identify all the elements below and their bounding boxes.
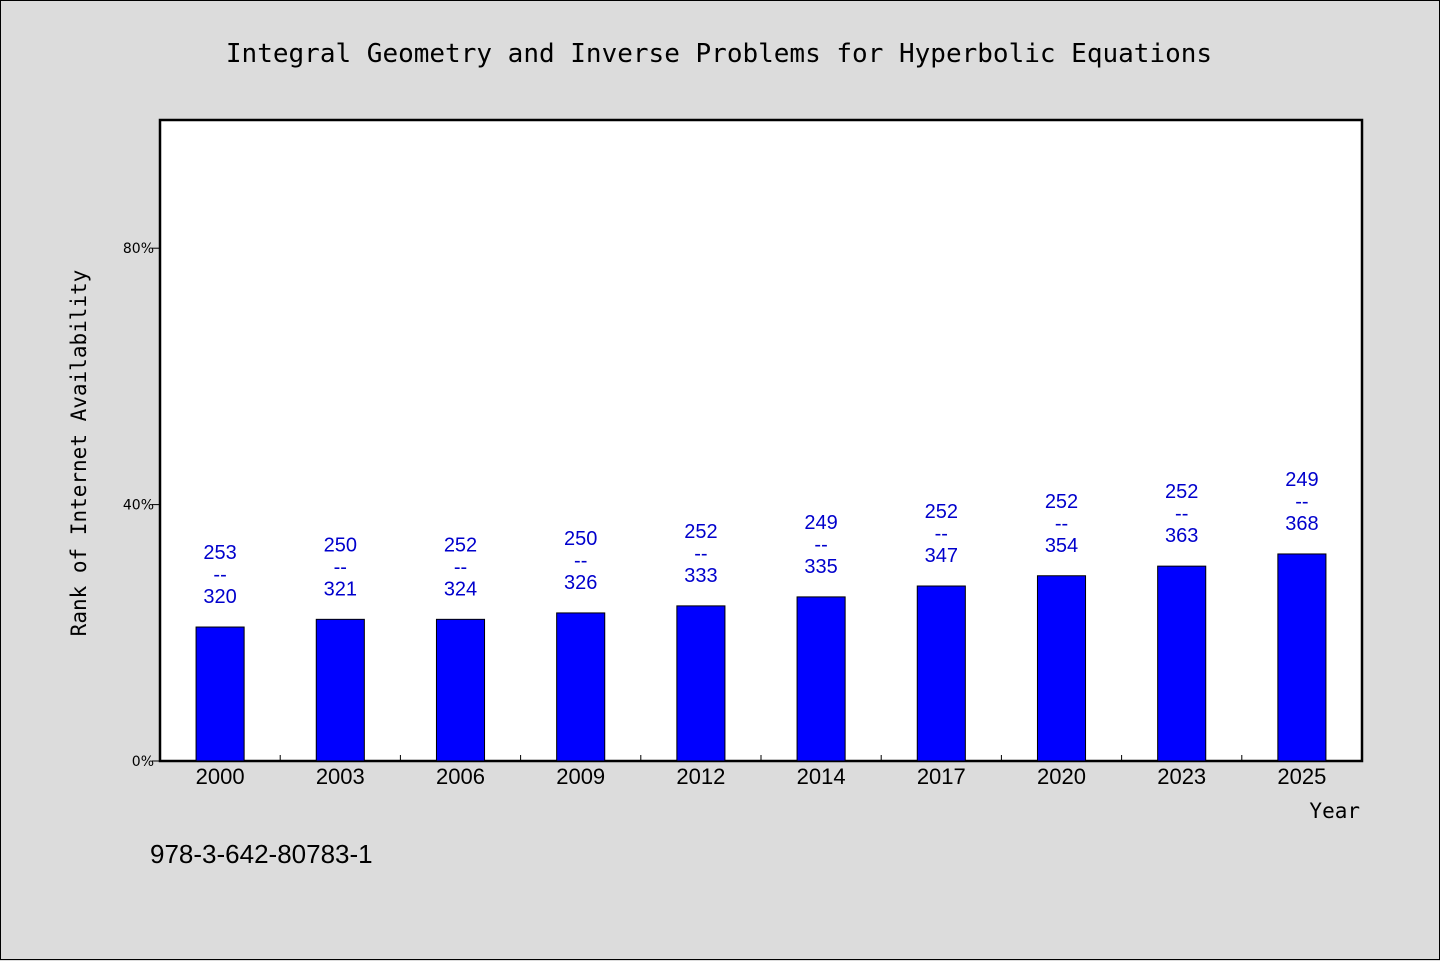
x-tick-label: 2006 (436, 764, 485, 789)
y-axis-label: Rank of Internet Availability (67, 270, 91, 637)
x-axis-label: Year (1309, 799, 1360, 823)
data-label-2025: 249 --368 (1285, 469, 1318, 535)
x-tick-label: 2009 (556, 764, 605, 789)
data-label-2014: 249 --335 (804, 512, 837, 578)
data-label-2000: 253 --320 (203, 542, 236, 608)
bar-2023 (1157, 565, 1207, 762)
y-tick-label: 40% (123, 498, 154, 514)
bar-series (195, 553, 1327, 762)
x-tick-label: 2000 (196, 764, 245, 789)
data-label-2006: 252 --324 (444, 534, 477, 600)
data-label-2009: 250 --326 (564, 528, 597, 594)
bar-2020 (1036, 575, 1087, 762)
x-tick-label: 2003 (316, 764, 365, 789)
bar-2025 (1277, 553, 1327, 762)
bar-2006 (435, 618, 486, 762)
data-labels: 253 --320 250 --321 252 --324 250 --326 252 --333… (203, 469, 1318, 608)
data-label-2020: 252 --354 (1045, 491, 1078, 557)
x-axis-ticks: 2000 2003 2006 2009 2012 2014 2017 2020 2023 2025 (196, 755, 1326, 789)
bar-2014 (796, 596, 846, 762)
data-label-2003: 250 --321 (324, 534, 357, 600)
bar-2000 (195, 626, 245, 762)
y-axis-ticks: 0% 40% 80% (123, 241, 160, 770)
bar-2017 (916, 585, 966, 762)
x-tick-label: 2012 (676, 764, 725, 789)
data-label-2023: 252 --363 (1165, 481, 1198, 547)
isbn-text: 978-3-642-80783-1 (150, 839, 373, 869)
chart-title: Integral Geometry and Inverse Problems f… (226, 39, 1212, 69)
x-tick-label: 2023 (1157, 764, 1206, 789)
x-tick-label: 2025 (1277, 764, 1326, 789)
bar-2012 (676, 605, 726, 762)
data-label-2017: 252 --347 (925, 501, 958, 567)
x-tick-label: 2020 (1037, 764, 1086, 789)
x-tick-label: 2017 (917, 764, 966, 789)
y-tick-label: 0% (132, 754, 154, 770)
x-tick-label: 2014 (797, 764, 846, 789)
y-tick-label: 80% (123, 241, 154, 257)
bar-2009 (556, 612, 606, 762)
bar-2003 (315, 618, 365, 762)
data-label-2012: 252 --333 (684, 521, 717, 587)
